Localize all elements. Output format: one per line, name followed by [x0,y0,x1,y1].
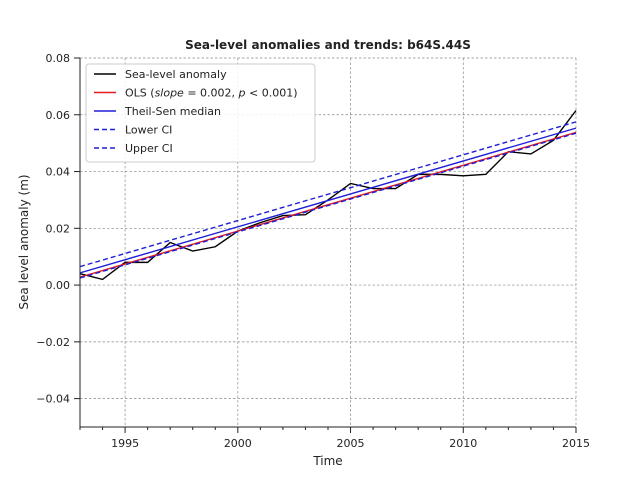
legend: Sea-level anomaly OLS (slope = 0.002, p <… [85,63,316,163]
legend-label-0: Sea-level anomaly [125,68,227,81]
grid-layer [80,57,577,427]
x-tick-label: 2000 [224,437,252,450]
y-tick-label: 0.08 [46,52,71,65]
legend-label-3: Lower CI [125,124,172,137]
x-tick-label: 2015 [562,437,590,450]
y-tick-label: −0.04 [36,393,70,406]
legend-label-2: Theil-Sen median [124,105,221,118]
series-line-1 [79,131,577,278]
y-tick-label: −0.02 [36,336,70,349]
y-tick-label: 0.02 [46,222,71,235]
y-tick-label: 0.00 [46,279,71,292]
legend-label-1: OLS (slope = 0.002, p < 0.001) [125,87,298,100]
series-line-2 [79,127,577,274]
legend-label-4: Upper CI [125,142,173,155]
x-axis-label: Time [312,454,342,468]
series-line-4 [79,121,577,268]
tick-layer: 1995 2000 2005 2010 2015 −0.04 −0.02 0.00 0.02 0.… [36,52,590,450]
x-tick-label: 1995 [111,437,139,450]
y-tick-label: 0.06 [46,109,71,122]
legend-box [85,63,316,163]
y-tick-label: 0.04 [46,166,71,179]
series-layer [79,110,577,281]
x-tick-label: 2005 [337,437,365,450]
series-line-3 [79,132,577,279]
y-axis-label: Sea level anomaly (m) [17,174,31,309]
x-tick-label: 2010 [449,437,477,450]
chart-title: Sea-level anomalies and trends: b64S.44S [185,38,471,52]
